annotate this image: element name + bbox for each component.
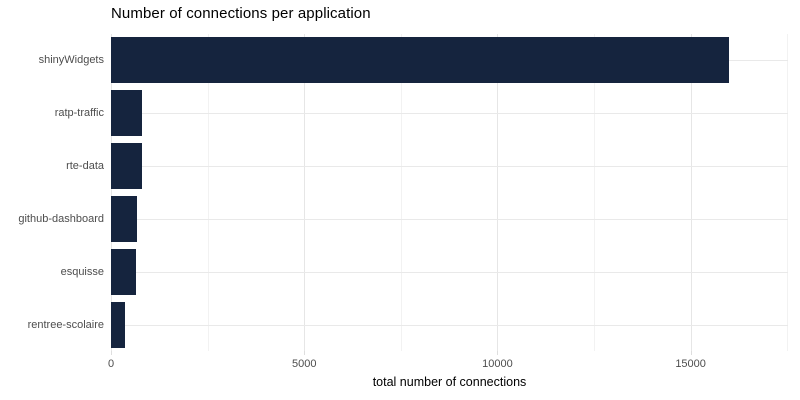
category-label: shinyWidgets	[38, 54, 104, 67]
bar-row	[111, 34, 788, 87]
category-label: github-dashboard	[18, 212, 104, 225]
bar-rte-data	[111, 143, 142, 190]
gridline-horizontal	[111, 271, 788, 273]
bar-row	[111, 87, 788, 140]
x-tick-label: 10000	[482, 358, 513, 370]
bar-row	[111, 140, 788, 193]
plot-panel	[111, 34, 789, 351]
gridline-minor	[787, 34, 789, 351]
bar-esquisse	[111, 248, 137, 295]
gridline-horizontal	[111, 324, 788, 326]
category-label: esquisse	[60, 265, 104, 278]
x-tick-mark	[690, 351, 692, 355]
gridline-horizontal	[111, 218, 788, 220]
gridline-major	[690, 34, 692, 351]
bar-shinyWidgets	[111, 37, 730, 84]
category-label: ratp-traffic	[54, 107, 104, 120]
gridline-minor	[594, 34, 596, 351]
x-tick-label: 0	[107, 358, 115, 370]
gridline-horizontal	[111, 166, 788, 168]
y-axis-labels: shinyWidgets ratp-traffic rte-data github-d…	[0, 34, 104, 351]
chart-title: Number of connections per application	[111, 5, 371, 22]
x-tick-label: 5000	[291, 358, 317, 370]
bar-ratp-traffic	[111, 90, 142, 137]
x-tick-mark	[304, 351, 306, 355]
x-tick-label: 15000	[675, 358, 706, 370]
category-label: rte-data	[66, 160, 104, 173]
gridline-major	[304, 34, 306, 351]
category-label: rentree-scolaire	[27, 318, 104, 331]
bar-row	[111, 298, 788, 351]
gridline-major	[497, 34, 499, 351]
bar-github-dashboard	[111, 195, 137, 242]
gridline-major	[111, 34, 112, 351]
x-axis-tick-labels: 0 5000 10000 15000	[107, 358, 788, 372]
bar-rentree-scolaire	[111, 301, 125, 348]
gridline-horizontal	[111, 113, 788, 115]
x-axis-title: total number of connections	[372, 375, 527, 389]
gridline-minor	[400, 34, 402, 351]
x-tick-mark	[497, 351, 499, 355]
x-tick-mark	[111, 351, 112, 355]
bar-row	[111, 193, 788, 246]
x-axis-ticks	[111, 351, 788, 355]
bar-row	[111, 245, 788, 298]
gridline-minor	[207, 34, 209, 351]
